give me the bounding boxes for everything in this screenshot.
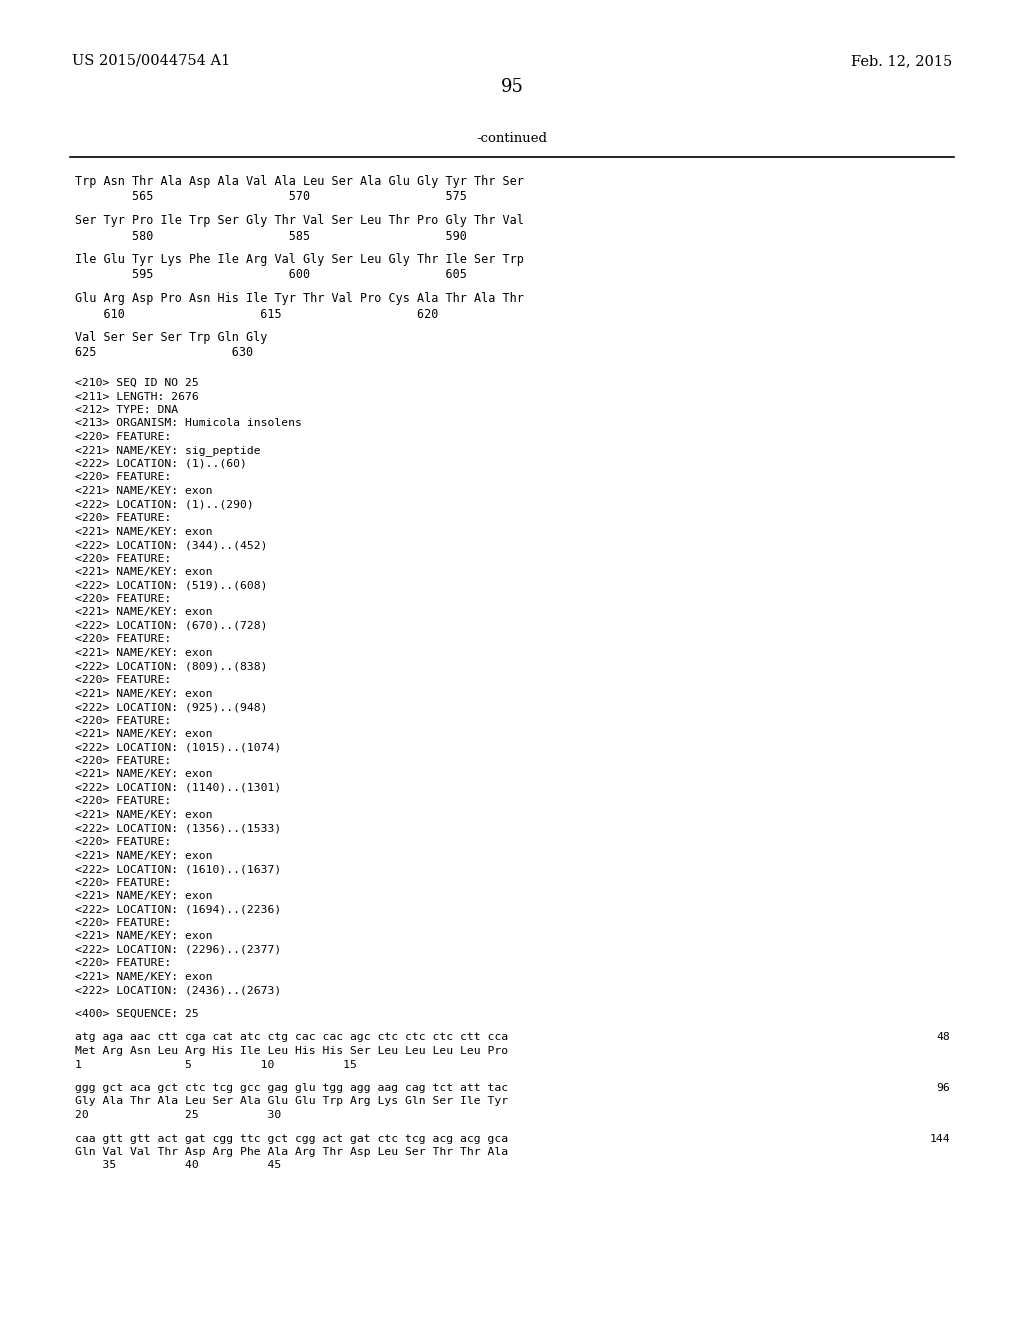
- Text: Met Arg Asn Leu Arg His Ile Leu His His Ser Leu Leu Leu Leu Pro: Met Arg Asn Leu Arg His Ile Leu His His …: [75, 1045, 508, 1056]
- Text: <221> NAME/KEY: sig_peptide: <221> NAME/KEY: sig_peptide: [75, 446, 261, 457]
- Text: <221> NAME/KEY: exon: <221> NAME/KEY: exon: [75, 932, 213, 941]
- Text: <210> SEQ ID NO 25: <210> SEQ ID NO 25: [75, 378, 199, 388]
- Text: <221> NAME/KEY: exon: <221> NAME/KEY: exon: [75, 527, 213, 536]
- Text: <220> FEATURE:: <220> FEATURE:: [75, 594, 171, 605]
- Text: <220> FEATURE:: <220> FEATURE:: [75, 513, 171, 523]
- Text: <220> FEATURE:: <220> FEATURE:: [75, 473, 171, 483]
- Text: <221> NAME/KEY: exon: <221> NAME/KEY: exon: [75, 810, 213, 820]
- Text: <221> NAME/KEY: exon: <221> NAME/KEY: exon: [75, 729, 213, 739]
- Text: US 2015/0044754 A1: US 2015/0044754 A1: [72, 54, 230, 69]
- Text: <222> LOCATION: (1694)..(2236): <222> LOCATION: (1694)..(2236): [75, 904, 282, 915]
- Text: -continued: -continued: [476, 132, 548, 145]
- Text: Feb. 12, 2015: Feb. 12, 2015: [851, 54, 952, 69]
- Text: <222> LOCATION: (344)..(452): <222> LOCATION: (344)..(452): [75, 540, 267, 550]
- Text: 20              25          30: 20 25 30: [75, 1110, 282, 1119]
- Text: <222> LOCATION: (670)..(728): <222> LOCATION: (670)..(728): [75, 620, 267, 631]
- Text: 610                   615                   620: 610 615 620: [75, 308, 438, 321]
- Text: Ile Glu Tyr Lys Phe Ile Arg Val Gly Ser Leu Gly Thr Ile Ser Trp: Ile Glu Tyr Lys Phe Ile Arg Val Gly Ser …: [75, 253, 524, 267]
- Text: <211> LENGTH: 2676: <211> LENGTH: 2676: [75, 392, 199, 401]
- Text: <222> LOCATION: (925)..(948): <222> LOCATION: (925)..(948): [75, 702, 267, 711]
- Text: 35          40          45: 35 40 45: [75, 1160, 282, 1171]
- Text: Gly Ala Thr Ala Leu Ser Ala Glu Glu Trp Arg Lys Gln Ser Ile Tyr: Gly Ala Thr Ala Leu Ser Ala Glu Glu Trp …: [75, 1097, 508, 1106]
- Text: atg aga aac ctt cga cat atc ctg cac cac agc ctc ctc ctc ctt cca: atg aga aac ctt cga cat atc ctg cac cac …: [75, 1032, 508, 1043]
- Text: ggg gct aca gct ctc tcg gcc gag glu tgg agg aag cag tct att tac: ggg gct aca gct ctc tcg gcc gag glu tgg …: [75, 1082, 508, 1093]
- Text: 565                   570                   575: 565 570 575: [75, 190, 467, 203]
- Text: <221> NAME/KEY: exon: <221> NAME/KEY: exon: [75, 486, 213, 496]
- Text: Trp Asn Thr Ala Asp Ala Val Ala Leu Ser Ala Glu Gly Tyr Thr Ser: Trp Asn Thr Ala Asp Ala Val Ala Leu Ser …: [75, 176, 524, 187]
- Text: <220> FEATURE:: <220> FEATURE:: [75, 756, 171, 766]
- Text: 48: 48: [936, 1032, 950, 1043]
- Text: 1               5          10          15: 1 5 10 15: [75, 1060, 357, 1069]
- Text: <220> FEATURE:: <220> FEATURE:: [75, 675, 171, 685]
- Text: Glu Arg Asp Pro Asn His Ile Tyr Thr Val Pro Cys Ala Thr Ala Thr: Glu Arg Asp Pro Asn His Ile Tyr Thr Val …: [75, 292, 524, 305]
- Text: <221> NAME/KEY: exon: <221> NAME/KEY: exon: [75, 648, 213, 657]
- Text: <220> FEATURE:: <220> FEATURE:: [75, 837, 171, 847]
- Text: Val Ser Ser Ser Trp Gln Gly: Val Ser Ser Ser Trp Gln Gly: [75, 331, 267, 345]
- Text: <221> NAME/KEY: exon: <221> NAME/KEY: exon: [75, 850, 213, 861]
- Text: <222> LOCATION: (2436)..(2673): <222> LOCATION: (2436)..(2673): [75, 986, 282, 995]
- Text: <220> FEATURE:: <220> FEATURE:: [75, 878, 171, 887]
- Text: <222> LOCATION: (1015)..(1074): <222> LOCATION: (1015)..(1074): [75, 742, 282, 752]
- Text: 95: 95: [501, 78, 523, 96]
- Text: <222> LOCATION: (1356)..(1533): <222> LOCATION: (1356)..(1533): [75, 824, 282, 833]
- Text: <221> NAME/KEY: exon: <221> NAME/KEY: exon: [75, 689, 213, 698]
- Text: <220> FEATURE:: <220> FEATURE:: [75, 715, 171, 726]
- Text: <222> LOCATION: (519)..(608): <222> LOCATION: (519)..(608): [75, 581, 267, 590]
- Text: <222> LOCATION: (1)..(290): <222> LOCATION: (1)..(290): [75, 499, 254, 510]
- Text: <213> ORGANISM: Humicola insolens: <213> ORGANISM: Humicola insolens: [75, 418, 302, 429]
- Text: <220> FEATURE:: <220> FEATURE:: [75, 553, 171, 564]
- Text: <221> NAME/KEY: exon: <221> NAME/KEY: exon: [75, 891, 213, 902]
- Text: <221> NAME/KEY: exon: <221> NAME/KEY: exon: [75, 770, 213, 780]
- Text: 625                   630: 625 630: [75, 346, 253, 359]
- Text: <220> FEATURE:: <220> FEATURE:: [75, 796, 171, 807]
- Text: caa gtt gtt act gat cgg ttc gct cgg act gat ctc tcg acg acg gca: caa gtt gtt act gat cgg ttc gct cgg act …: [75, 1134, 508, 1143]
- Text: <400> SEQUENCE: 25: <400> SEQUENCE: 25: [75, 1008, 199, 1019]
- Text: 580                   585                   590: 580 585 590: [75, 230, 467, 243]
- Text: <220> FEATURE:: <220> FEATURE:: [75, 958, 171, 969]
- Text: <220> FEATURE:: <220> FEATURE:: [75, 635, 171, 644]
- Text: <221> NAME/KEY: exon: <221> NAME/KEY: exon: [75, 568, 213, 577]
- Text: <222> LOCATION: (1140)..(1301): <222> LOCATION: (1140)..(1301): [75, 783, 282, 793]
- Text: <222> LOCATION: (1)..(60): <222> LOCATION: (1)..(60): [75, 459, 247, 469]
- Text: <220> FEATURE:: <220> FEATURE:: [75, 917, 171, 928]
- Text: Gln Val Val Thr Asp Arg Phe Ala Arg Thr Asp Leu Ser Thr Thr Ala: Gln Val Val Thr Asp Arg Phe Ala Arg Thr …: [75, 1147, 508, 1158]
- Text: 144: 144: [930, 1134, 950, 1143]
- Text: <221> NAME/KEY: exon: <221> NAME/KEY: exon: [75, 607, 213, 618]
- Text: 96: 96: [936, 1082, 950, 1093]
- Text: <222> LOCATION: (1610)..(1637): <222> LOCATION: (1610)..(1637): [75, 865, 282, 874]
- Text: <212> TYPE: DNA: <212> TYPE: DNA: [75, 405, 178, 414]
- Text: Ser Tyr Pro Ile Trp Ser Gly Thr Val Ser Leu Thr Pro Gly Thr Val: Ser Tyr Pro Ile Trp Ser Gly Thr Val Ser …: [75, 214, 524, 227]
- Text: <222> LOCATION: (2296)..(2377): <222> LOCATION: (2296)..(2377): [75, 945, 282, 954]
- Text: <222> LOCATION: (809)..(838): <222> LOCATION: (809)..(838): [75, 661, 267, 672]
- Text: 595                   600                   605: 595 600 605: [75, 268, 467, 281]
- Text: <220> FEATURE:: <220> FEATURE:: [75, 432, 171, 442]
- Text: <221> NAME/KEY: exon: <221> NAME/KEY: exon: [75, 972, 213, 982]
